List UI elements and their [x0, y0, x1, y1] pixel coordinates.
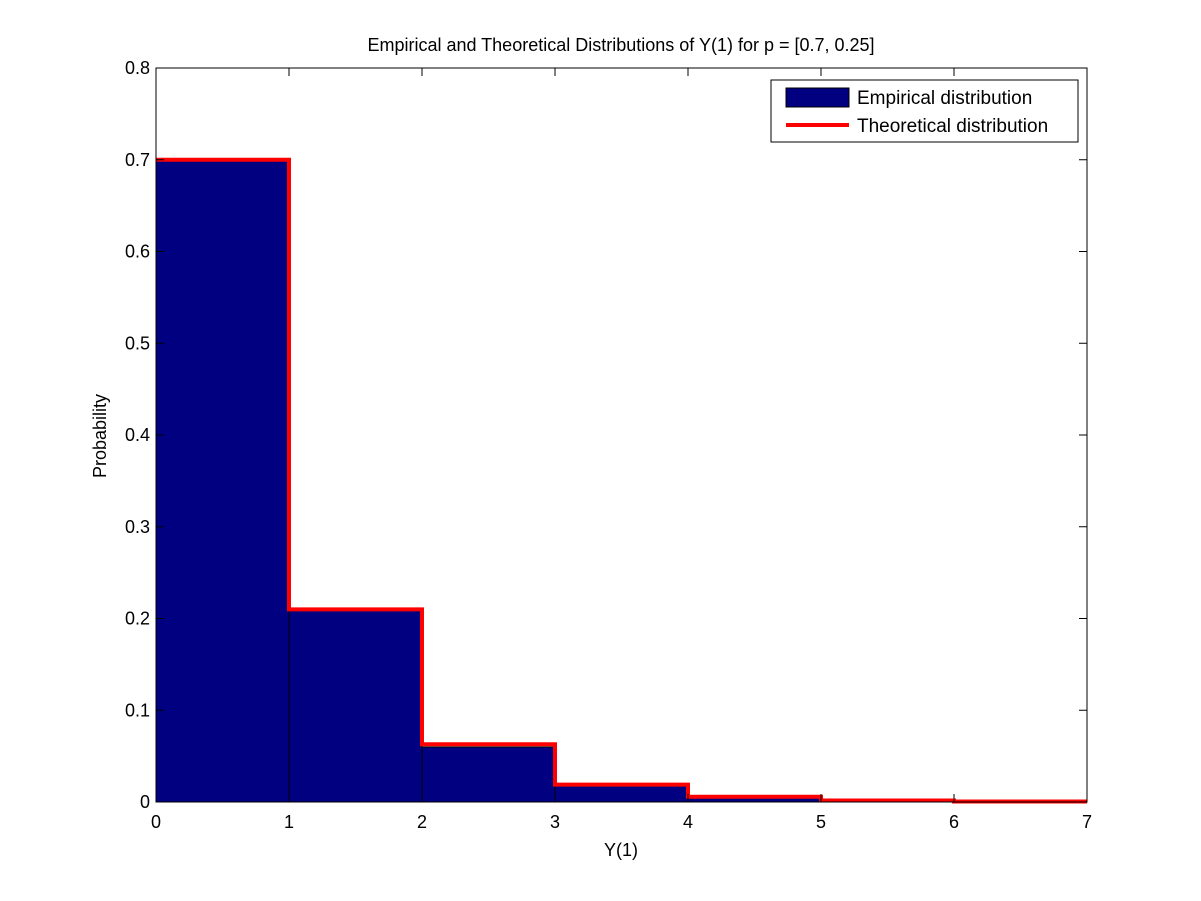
bar-1 — [288, 608, 423, 803]
y-tick-label-1: 0.1 — [125, 700, 150, 720]
y-tick-label-5: 0.5 — [125, 333, 150, 353]
legend-swatch-empirical — [785, 87, 850, 108]
x-tick-label-7: 7 — [1082, 812, 1092, 832]
bar-3 — [554, 784, 689, 803]
y-tick-label-0: 0 — [140, 792, 150, 812]
x-axis-label: Y(1) — [604, 840, 638, 860]
x-tick-labels: 0 1 2 3 4 5 6 7 — [151, 812, 1092, 832]
y-tick-label-2: 0.2 — [125, 609, 150, 629]
y-tick-label-7: 0.7 — [125, 150, 150, 170]
y-axis-label: Probability — [90, 394, 110, 478]
x-tick-label-4: 4 — [683, 812, 693, 832]
plot-frame — [155, 67, 1088, 803]
legend-label-empirical: Empirical distribution — [857, 88, 1032, 109]
x-tick-label-3: 3 — [550, 812, 560, 832]
x-tick-label-6: 6 — [949, 812, 959, 832]
x-tick-label-5: 5 — [816, 812, 826, 832]
y-tick-label-3: 0.3 — [125, 517, 150, 537]
step-layer — [156, 157, 1087, 804]
y-tick-label-6: 0.6 — [125, 242, 150, 262]
x-tick-label-2: 2 — [417, 812, 427, 832]
theoretical-step-line — [156, 157, 1087, 804]
y-tick-label-4: 0.4 — [125, 425, 150, 445]
legend-label-theoretical: Theoretical distribution — [857, 116, 1048, 137]
bar-2 — [421, 746, 556, 803]
bar-0 — [155, 159, 290, 803]
y-tick-labels: 0 0.1 0.2 0.3 0.4 0.5 0.6 0.7 0.8 — [125, 58, 150, 812]
chart-title: Empirical and Theoretical Distributions … — [367, 35, 874, 55]
y-tick-label-8: 0.8 — [125, 58, 150, 78]
x-tick-label-1: 1 — [284, 812, 294, 832]
legend: Empirical distribution Theoretical distr… — [770, 79, 1079, 143]
x-tick-label-0: 0 — [151, 812, 161, 832]
